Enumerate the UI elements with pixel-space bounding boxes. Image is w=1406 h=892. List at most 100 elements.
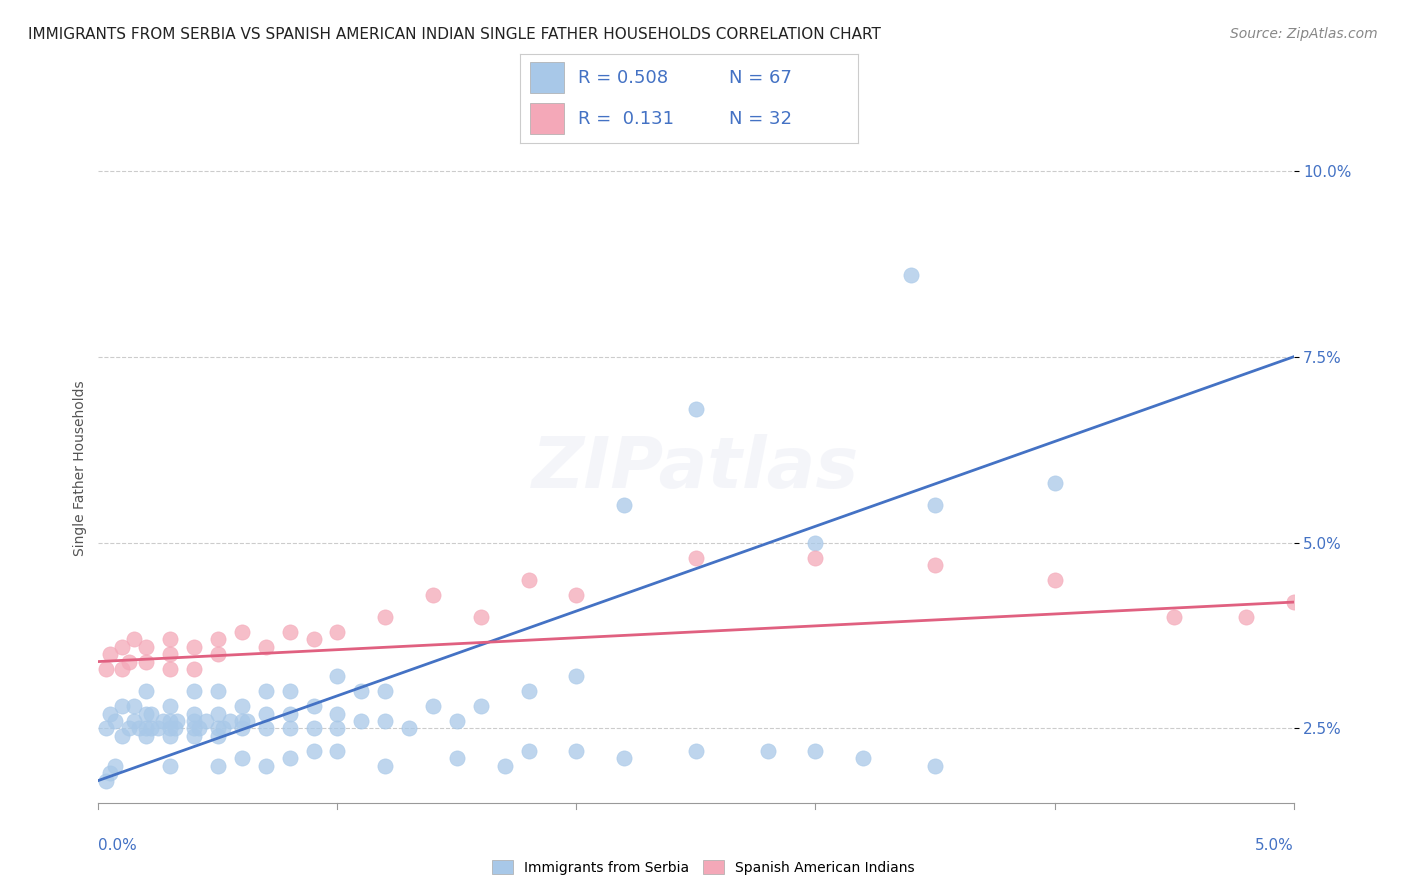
- Point: [565, 744, 588, 758]
- Point: [187, 722, 209, 736]
- Point: [470, 699, 492, 714]
- Point: [470, 610, 492, 624]
- Point: [235, 714, 257, 728]
- Point: [302, 699, 325, 714]
- Point: [278, 684, 301, 698]
- Point: [94, 773, 117, 788]
- Point: [685, 550, 707, 565]
- Point: [207, 758, 229, 772]
- Point: [94, 722, 117, 736]
- Point: [183, 662, 205, 676]
- Point: [139, 722, 162, 736]
- Text: R =  0.131: R = 0.131: [578, 110, 673, 128]
- Point: [326, 624, 349, 639]
- Point: [118, 722, 141, 736]
- Text: 0.0%: 0.0%: [98, 838, 138, 853]
- Point: [1043, 573, 1066, 587]
- Point: [1282, 595, 1305, 609]
- Point: [756, 744, 779, 758]
- Bar: [530, 62, 564, 93]
- Point: [494, 758, 516, 772]
- Point: [374, 684, 396, 698]
- Point: [326, 722, 349, 736]
- Point: [302, 744, 325, 758]
- Point: [159, 729, 181, 743]
- Text: IMMIGRANTS FROM SERBIA VS SPANISH AMERICAN INDIAN SINGLE FATHER HOUSEHOLDS CORRE: IMMIGRANTS FROM SERBIA VS SPANISH AMERIC…: [28, 27, 882, 42]
- Point: [124, 632, 146, 647]
- Point: [183, 640, 205, 654]
- Point: [163, 722, 186, 736]
- Point: [804, 535, 827, 549]
- Point: [398, 722, 420, 736]
- Point: [374, 758, 396, 772]
- Point: [254, 640, 277, 654]
- Point: [207, 722, 229, 736]
- Point: [152, 714, 174, 728]
- Point: [1043, 476, 1066, 491]
- Point: [135, 722, 157, 736]
- Point: [924, 499, 946, 513]
- Text: 5.0%: 5.0%: [1254, 838, 1294, 853]
- Point: [326, 744, 349, 758]
- Point: [135, 655, 157, 669]
- Point: [211, 722, 233, 736]
- Point: [565, 669, 588, 683]
- Point: [135, 729, 157, 743]
- Point: [254, 706, 277, 721]
- Point: [183, 706, 205, 721]
- Text: N = 32: N = 32: [730, 110, 793, 128]
- Point: [446, 714, 468, 728]
- Point: [302, 632, 325, 647]
- Point: [302, 722, 325, 736]
- Point: [124, 714, 146, 728]
- Point: [517, 684, 540, 698]
- Text: ZIPatlas: ZIPatlas: [533, 434, 859, 503]
- Point: [900, 268, 922, 282]
- Point: [207, 632, 229, 647]
- Point: [517, 744, 540, 758]
- Point: [278, 624, 301, 639]
- Point: [94, 662, 117, 676]
- Point: [326, 706, 349, 721]
- Point: [374, 714, 396, 728]
- Point: [219, 714, 242, 728]
- Point: [804, 744, 827, 758]
- Point: [111, 662, 134, 676]
- Point: [194, 714, 218, 728]
- Point: [231, 714, 253, 728]
- Point: [565, 588, 588, 602]
- Point: [350, 684, 373, 698]
- Point: [166, 714, 188, 728]
- Text: R = 0.508: R = 0.508: [578, 69, 668, 87]
- Point: [207, 729, 229, 743]
- Point: [159, 722, 181, 736]
- Point: [159, 647, 181, 661]
- Point: [231, 722, 253, 736]
- Point: [685, 401, 707, 416]
- Point: [183, 714, 205, 728]
- Point: [183, 722, 205, 736]
- Point: [231, 751, 253, 765]
- Point: [135, 706, 157, 721]
- Point: [685, 744, 707, 758]
- Point: [98, 766, 122, 780]
- Point: [104, 714, 127, 728]
- Point: [111, 699, 134, 714]
- Point: [278, 722, 301, 736]
- Point: [231, 699, 253, 714]
- Point: [159, 699, 181, 714]
- Point: [278, 751, 301, 765]
- Legend: Immigrants from Serbia, Spanish American Indians: Immigrants from Serbia, Spanish American…: [486, 855, 920, 880]
- Point: [98, 706, 122, 721]
- Point: [517, 573, 540, 587]
- Point: [924, 758, 946, 772]
- Point: [159, 758, 181, 772]
- Point: [139, 706, 162, 721]
- Point: [124, 699, 146, 714]
- Point: [207, 684, 229, 698]
- Text: N = 67: N = 67: [730, 69, 793, 87]
- Point: [326, 669, 349, 683]
- Point: [111, 640, 134, 654]
- Point: [422, 588, 444, 602]
- Point: [159, 632, 181, 647]
